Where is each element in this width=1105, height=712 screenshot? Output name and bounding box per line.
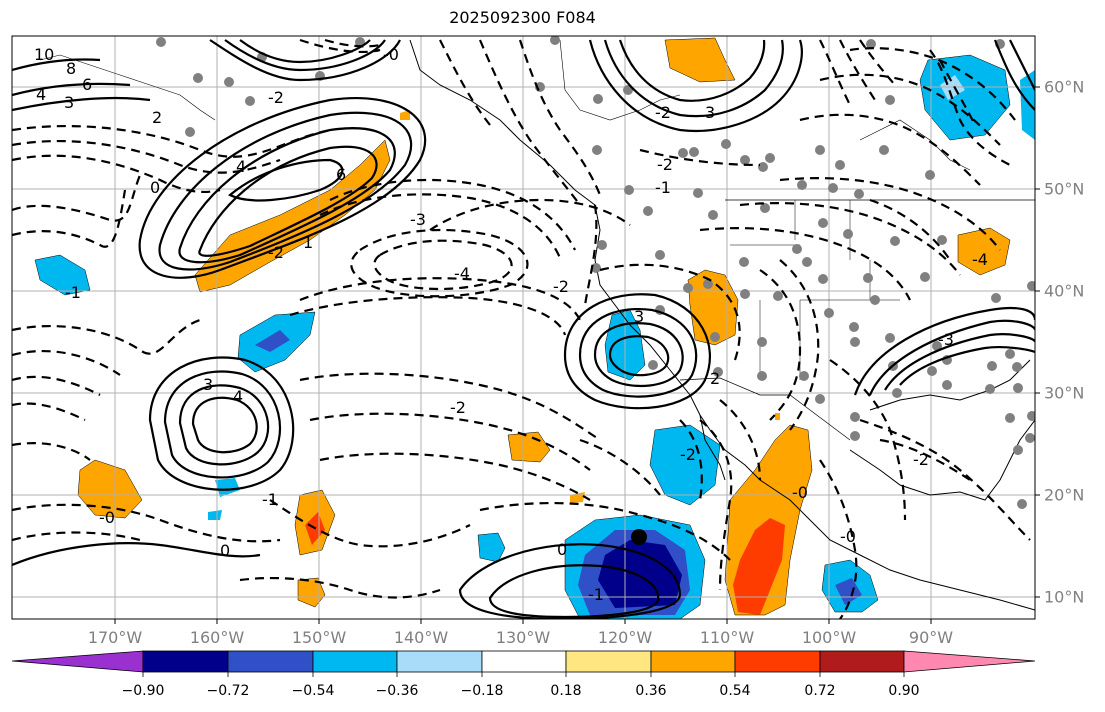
contour-label: 3 <box>705 103 715 122</box>
contour-label: -0 <box>99 508 115 527</box>
lat-label: 60°N <box>1044 77 1085 97</box>
colorbar-segment <box>565 650 652 673</box>
anomaly-neg-west <box>34 254 91 296</box>
lat-label: 20°N <box>1044 485 1085 505</box>
contour-label: -1 <box>65 283 81 302</box>
contour-label: 3 <box>203 375 213 394</box>
contour-label: 2 <box>152 108 162 127</box>
lat-label: 30°N <box>1044 383 1085 403</box>
contour-label: -4 <box>454 264 470 283</box>
contour-label: 0 <box>557 540 567 559</box>
center-marker <box>631 529 647 545</box>
colorbar-segment <box>481 650 567 673</box>
contour-label: 4 <box>233 387 243 406</box>
contour-label: 6 <box>336 165 346 184</box>
colorbar-segment <box>734 650 821 673</box>
colorbar-label: 0.72 <box>804 683 836 699</box>
negative-contours <box>12 38 1031 619</box>
contour-label: 10 <box>34 45 54 64</box>
colorbar-label: −0.36 <box>375 683 419 699</box>
lon-label: 150°W <box>291 628 347 647</box>
colorbar-label: −0.18 <box>460 683 504 699</box>
colorbar-segment <box>650 650 736 673</box>
contour-label: -2 <box>680 445 696 464</box>
contour-label: -2 <box>913 450 929 469</box>
map-plot-area: 10 8 6 4 3 2 -0 -1 -2 -3 -4 0 1 -2 -2 -0… <box>12 36 1035 619</box>
positive-contours <box>12 39 1035 619</box>
contour-label: -1 <box>655 178 671 197</box>
lon-label: 130°W <box>495 628 551 647</box>
contour-label: -3 <box>938 330 954 349</box>
graticule <box>12 36 1035 619</box>
colorbar-label: 0.90 <box>888 683 920 699</box>
contour-label: 0 <box>150 178 160 197</box>
shaded-anomalies <box>34 37 1035 619</box>
contour-label: -2 <box>268 88 284 107</box>
contour-label: -2 <box>268 243 284 262</box>
colorbar-label: −0.90 <box>121 683 165 699</box>
colorbar-label: 0.54 <box>719 683 751 699</box>
lon-label: 170°W <box>87 628 143 647</box>
lon-label: 120°W <box>597 628 653 647</box>
contour-label-group: 10 8 6 4 3 2 -0 -1 -2 -3 -4 0 1 -2 -2 -0… <box>34 45 988 604</box>
contour-label: 4 <box>236 157 246 176</box>
contour-label: -3 <box>410 210 426 229</box>
contour-label: 6 <box>82 75 92 94</box>
anomaly-pos-westmid <box>77 459 143 519</box>
colorbar-segment <box>227 650 314 673</box>
contour-label: -2 <box>450 398 466 417</box>
colorbar-extend-max <box>903 650 1036 673</box>
contour-label: 4 <box>36 85 46 104</box>
colorbar-label: −0.54 <box>291 683 335 699</box>
station-dots <box>156 36 1035 509</box>
contour-label: -4 <box>972 250 988 269</box>
contour-label: -0 <box>840 527 856 546</box>
contour-label: -0 <box>383 45 399 64</box>
coastlines <box>39 39 1035 611</box>
contour-label: -2 <box>553 277 569 296</box>
colorbar-segment <box>396 650 483 673</box>
colorbar-label: −0.72 <box>206 683 250 699</box>
contour-label: 3 <box>64 93 74 112</box>
contour-label: -0 <box>792 483 808 502</box>
contour-label: -2 <box>657 155 673 174</box>
lon-label: 160°W <box>189 628 245 647</box>
contour-label: 2 <box>710 369 720 388</box>
anomaly-neg-north <box>919 54 1011 141</box>
contour-label: 3 <box>634 307 644 326</box>
colorbar-extend-min <box>11 650 144 673</box>
lon-label: 100°W <box>801 628 857 647</box>
map-title: 2025092300 F084 <box>449 8 596 27</box>
contour-label: 1 <box>303 233 313 252</box>
colorbar-label: 0.36 <box>635 683 667 699</box>
contour-label: -1 <box>588 585 604 604</box>
lat-label: 10°N <box>1044 587 1085 607</box>
colorbar <box>11 650 1036 677</box>
lat-label: 40°N <box>1044 281 1085 301</box>
lon-label: 90°W <box>908 628 954 647</box>
axis-ticks <box>114 86 1040 624</box>
colorbar-segment <box>312 650 398 673</box>
lat-label: 50°N <box>1044 179 1085 199</box>
anomaly-pos-alaska <box>664 37 736 83</box>
colorbar-segment <box>819 650 905 673</box>
anomaly-neg-baja <box>649 424 721 506</box>
contour-label: 8 <box>66 59 76 78</box>
contour-label: 0 <box>220 541 230 560</box>
lon-label: 110°W <box>699 628 755 647</box>
colorbar-label: 0.18 <box>550 683 582 699</box>
contour-label: -2 <box>655 103 671 122</box>
lon-label: 140°W <box>393 628 449 647</box>
colorbar-segment <box>142 650 229 673</box>
contour-label: -1 <box>262 490 278 509</box>
